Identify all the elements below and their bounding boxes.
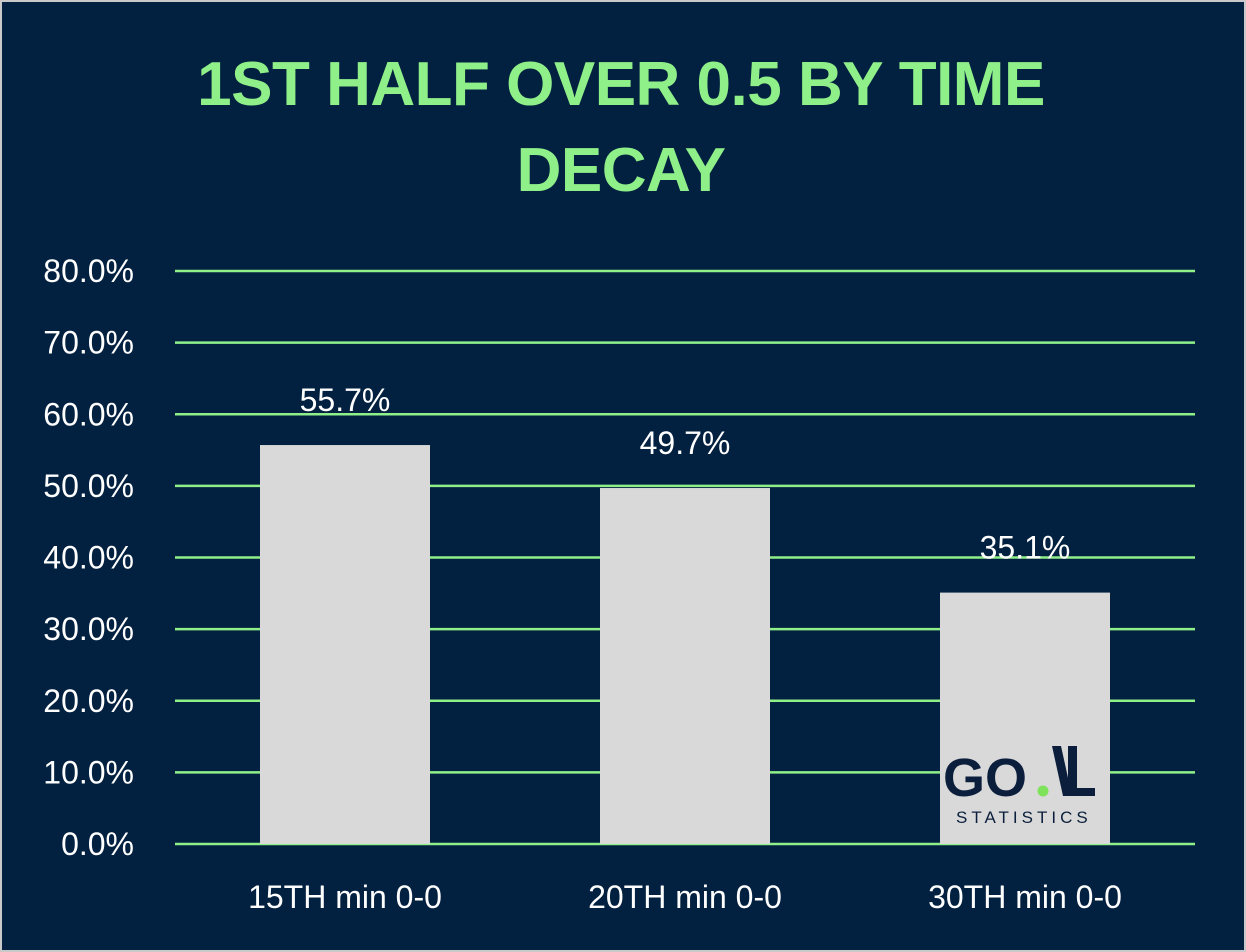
goal-statistics-logo: GO STATISTICS — [943, 746, 1095, 827]
logo-slash-mark — [1052, 746, 1072, 796]
y-tick-label: 70.0% — [43, 325, 134, 361]
bar — [940, 592, 1110, 844]
chart-title-line-2: DECAY — [516, 136, 726, 205]
bar — [600, 488, 770, 844]
x-axis-labels: 15TH min 0-0 20TH min 0-0 30TH min 0-0 — [248, 879, 1122, 915]
y-axis-ticks: 0.0% 10.0% 20.0% 30.0% 40.0% 50.0% 60.0% 70.0% 8… — [43, 253, 134, 862]
data-label: 35.1% — [980, 530, 1071, 566]
logo-wordmark: GO — [943, 748, 1027, 808]
chart-title: 1ST HALF OVER 0.5 BY TIME DECAY — [0, 42, 1244, 214]
x-category-label: 15TH min 0-0 — [248, 879, 442, 915]
y-tick-label: 80.0% — [43, 253, 134, 289]
logo-green-dot — [1037, 785, 1049, 797]
bar — [260, 445, 430, 844]
y-tick-label: 20.0% — [43, 683, 134, 719]
x-category-label: 20TH min 0-0 — [588, 879, 782, 915]
y-tick-label: 60.0% — [43, 396, 134, 432]
bars — [260, 445, 1110, 844]
data-labels: 55.7% 49.7% 35.1% — [300, 382, 1071, 566]
data-label: 55.7% — [300, 382, 391, 418]
logo-l-mark — [1068, 746, 1095, 796]
y-tick-label: 0.0% — [61, 826, 134, 862]
y-tick-label: 30.0% — [43, 611, 134, 647]
y-tick-label: 50.0% — [43, 468, 134, 504]
data-label: 49.7% — [640, 425, 731, 461]
y-tick-label: 10.0% — [43, 754, 134, 790]
chart-title-line-1: 1ST HALF OVER 0.5 BY TIME — [197, 50, 1045, 119]
x-category-label: 30TH min 0-0 — [928, 879, 1122, 915]
logo-tagline: STATISTICS — [956, 808, 1092, 827]
y-tick-label: 40.0% — [43, 540, 134, 576]
